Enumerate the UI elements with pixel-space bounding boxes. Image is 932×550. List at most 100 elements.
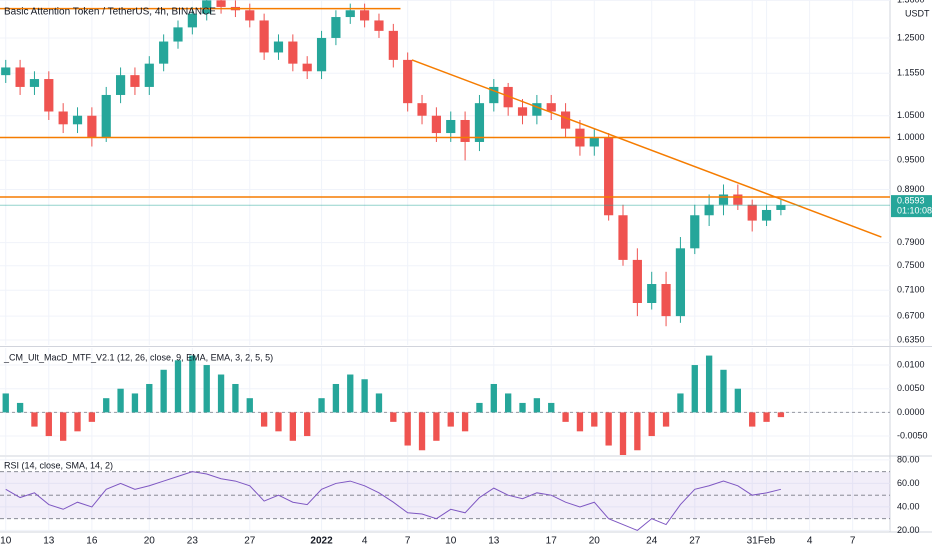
- y-tick-label: 1.2500: [897, 32, 925, 42]
- y-tick-label: 0.0100: [897, 359, 925, 369]
- histogram-bar: [131, 393, 139, 413]
- histogram-bar: [31, 412, 38, 427]
- y-tick-label: 0.6700: [897, 310, 925, 320]
- y-tick-label: 0.0050: [897, 383, 925, 393]
- candle-body: [460, 119, 470, 142]
- last-price-label: 0.8593: [897, 195, 925, 205]
- candle-body: [316, 37, 327, 72]
- histogram-bar: [720, 369, 727, 413]
- y-tick-label: 0.7900: [897, 237, 925, 247]
- histogram-bar: [749, 412, 756, 427]
- x-tick-label: 13: [488, 536, 500, 547]
- candle-body: [360, 10, 370, 21]
- candle-body: [632, 259, 642, 304]
- candle-body: [259, 20, 269, 53]
- candle-body: [130, 75, 140, 87]
- candle-body: [15, 67, 25, 87]
- candle-body: [560, 111, 571, 129]
- candle-body: [216, 0, 226, 7]
- histogram-bar: [763, 412, 770, 422]
- x-tick-label: 4: [362, 536, 368, 547]
- x-tick-label: 31: [747, 536, 759, 547]
- histogram-bar: [634, 412, 641, 451]
- x-tick-label: 27: [689, 536, 701, 547]
- rsi-line: [5, 471, 782, 531]
- candle-body: [747, 204, 757, 221]
- histogram-bar: [375, 393, 383, 413]
- candle-body: [718, 194, 729, 205]
- candle-body: [144, 63, 154, 87]
- x-tick-label: 7: [850, 536, 856, 547]
- histogram-bar: [505, 393, 512, 413]
- x-tick-label: 13: [43, 536, 55, 547]
- candle-body: [704, 204, 714, 216]
- y-tick-label: 0.9500: [897, 155, 925, 165]
- y-tick-label: 20.00: [897, 525, 920, 535]
- candle-body: [331, 17, 341, 38]
- x-tick-label: 17: [546, 536, 558, 547]
- y-tick-label: 0.6350: [897, 334, 925, 344]
- candle-body: [474, 103, 485, 142]
- candle-body: [733, 194, 743, 205]
- y-tick-label: 40.00: [897, 501, 920, 511]
- candle-body: [661, 284, 671, 317]
- histogram-bar: [117, 388, 124, 413]
- x-tick-label: 10: [0, 536, 12, 547]
- candle-body: [647, 284, 657, 304]
- candle-body: [761, 209, 772, 221]
- histogram-bar: [60, 412, 67, 441]
- histogram-bar: [260, 412, 268, 427]
- histogram-bar: [361, 379, 368, 413]
- histogram-bar: [16, 402, 24, 413]
- candle-body: [690, 215, 700, 249]
- histogram-bar: [304, 412, 311, 437]
- x-tick-label: Feb: [758, 536, 776, 547]
- histogram-bar: [74, 412, 81, 432]
- candle-body: [374, 20, 384, 31]
- candle-body: [604, 137, 614, 216]
- candle-body: [101, 94, 111, 138]
- y-tick-label: 0.7500: [897, 260, 925, 270]
- histogram-bar: [404, 412, 411, 446]
- histogram-bar: [203, 365, 210, 413]
- candle-body: [273, 41, 284, 53]
- candle-body: [776, 205, 786, 210]
- histogram-bar: [562, 412, 569, 422]
- histogram-bar: [332, 383, 340, 413]
- candle-body: [159, 41, 169, 64]
- histogram-bar: [662, 412, 670, 427]
- y-tick-label: 60.00: [897, 478, 920, 488]
- candle-body: [1, 67, 11, 76]
- candle-body: [532, 103, 542, 116]
- x-tick-label: 2022: [310, 536, 333, 547]
- candle-body: [431, 115, 441, 134]
- candle-body: [288, 41, 298, 64]
- countdown-label: 01:10:08: [897, 205, 932, 215]
- y-tick-label: -0.0050: [897, 430, 928, 440]
- histogram-bar: [734, 388, 741, 413]
- histogram-bar: [691, 365, 698, 413]
- histogram-bar: [605, 412, 612, 446]
- histogram-bar: [418, 412, 426, 451]
- candle-body: [87, 115, 97, 138]
- rsi-pane: [0, 457, 890, 531]
- macd-pane: [0, 348, 890, 455]
- y-tick-label: 0.0000: [897, 407, 925, 417]
- histogram-bar: [146, 383, 153, 413]
- histogram-bar: [619, 412, 627, 455]
- histogram-bar: [677, 393, 684, 413]
- trend-line: [411, 59, 882, 238]
- candle-body: [675, 248, 686, 317]
- y-tick-label: 1.3600: [897, 0, 925, 5]
- histogram-bar: [648, 412, 655, 437]
- y-tick-label: 80.00: [897, 454, 920, 464]
- candle-body: [44, 79, 54, 112]
- x-tick-label: 24: [646, 536, 658, 547]
- histogram-bar: [2, 393, 9, 413]
- candle-body: [489, 86, 499, 104]
- histogram-bar: [390, 412, 397, 422]
- histogram-bar: [189, 355, 196, 413]
- x-tick-label: 10: [445, 536, 457, 547]
- histogram-bar: [519, 402, 526, 413]
